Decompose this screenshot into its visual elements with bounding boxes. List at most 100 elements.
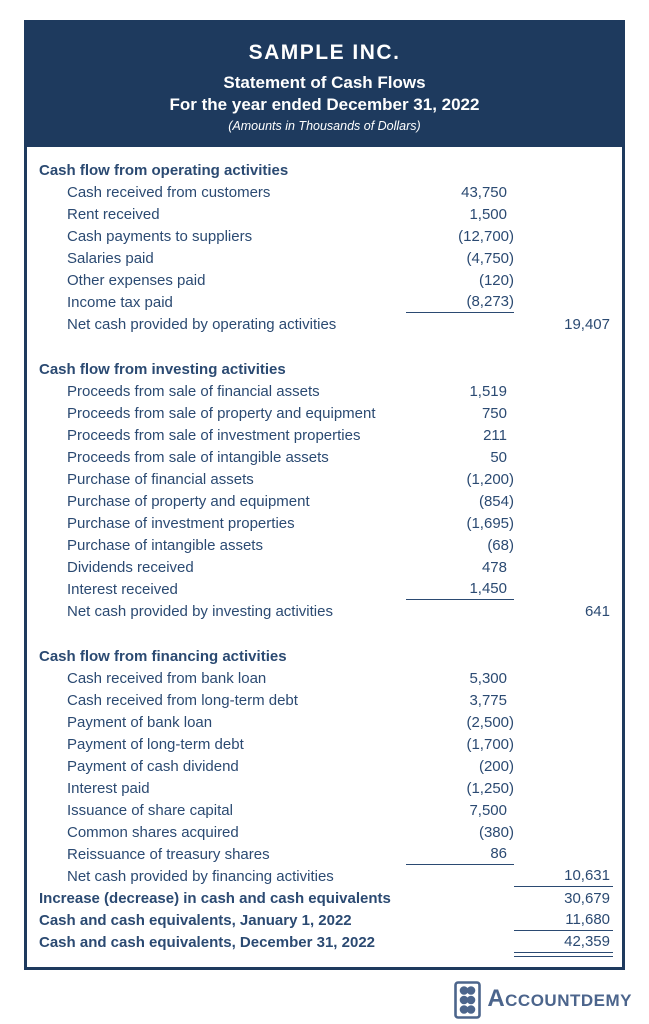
amount-col1 xyxy=(406,909,514,931)
row-label: Cash received from customers xyxy=(67,183,271,201)
amount-col2 xyxy=(514,733,613,755)
amount-col2 xyxy=(514,556,613,578)
amount-col1: 50 xyxy=(490,448,507,466)
row-label: Net cash provided by investing activitie… xyxy=(67,602,333,620)
statement-row: Cash received from bank loan 5,300 xyxy=(36,667,613,689)
statement-row: Common shares acquired (380) xyxy=(36,821,613,843)
amount-col1: (200) xyxy=(478,757,514,775)
amount-col2 xyxy=(514,667,613,689)
statement-row: Net cash provided by financing activitie… xyxy=(36,865,613,887)
statement-row: Payment of bank loan (2,500) xyxy=(36,711,613,733)
amount-col2 xyxy=(514,755,613,777)
summary-row: Cash and cash equivalents, January 1, 20… xyxy=(36,909,613,931)
statement-row: Cash received from customers 43,750 xyxy=(36,181,613,203)
amount-col2 xyxy=(514,203,613,225)
amount-col1: (1,250) xyxy=(466,779,514,797)
statement-row: Purchase of financial assets (1,200) xyxy=(36,468,613,490)
amount-col1: (68) xyxy=(487,536,514,554)
section-header-row: Cash flow from financing activities xyxy=(36,645,613,667)
section-title: Cash flow from investing activities xyxy=(39,360,286,378)
amount-col1: 43,750 xyxy=(461,183,507,201)
amount-col1: (1,695) xyxy=(466,514,514,532)
amount-col2 xyxy=(514,446,613,468)
amount-col2: 19,407 xyxy=(564,315,610,333)
amount-col1: (854) xyxy=(478,492,514,510)
amount-col2 xyxy=(514,512,613,534)
statement-row: Payment of long-term debt (1,700) xyxy=(36,733,613,755)
amount-col2 xyxy=(514,225,613,247)
amount-col2: 11,680 xyxy=(514,909,613,931)
statement-row: Other expenses paid (120) xyxy=(36,269,613,291)
amount-col2 xyxy=(514,247,613,269)
accountdemy-logo: ACCOUNTDEMY xyxy=(454,981,632,1019)
statement-title: Statement of Cash Flows xyxy=(223,73,426,92)
row-label: Proceeds from sale of property and equip… xyxy=(67,404,376,422)
row-label: Income tax paid xyxy=(67,293,173,311)
row-label: Cash received from bank loan xyxy=(67,669,267,687)
amount-col2 xyxy=(514,689,613,711)
amount-col1: 1,450 xyxy=(406,578,514,600)
amount-col1: 1,500 xyxy=(469,205,507,223)
amount-col1: 86 xyxy=(406,843,514,865)
abacus-icon xyxy=(454,981,482,1019)
amount-col2: 30,679 xyxy=(564,889,610,907)
amount-col2 xyxy=(514,424,613,446)
statement-row: Proceeds from sale of property and equip… xyxy=(36,402,613,424)
statement-row: Rent received 1,500 xyxy=(36,203,613,225)
statement-note: (Amounts in Thousands of Dollars) xyxy=(228,119,421,133)
amount-col1: (4,750) xyxy=(466,249,514,267)
amount-col1: (2,500) xyxy=(466,713,514,731)
amount-col2 xyxy=(514,578,613,600)
statement-row: Income tax paid (8,273) xyxy=(36,291,613,313)
section-header-row: Cash flow from operating activities xyxy=(36,159,613,181)
amount-col1: 478 xyxy=(481,558,507,576)
amount-col1 xyxy=(406,600,514,622)
statement-row: Interest received 1,450 xyxy=(36,578,613,600)
amount-col1 xyxy=(406,865,514,887)
row-label: Dividends received xyxy=(67,558,194,576)
amount-col2: 641 xyxy=(584,602,610,620)
row-label: Purchase of property and equipment xyxy=(67,492,310,510)
statement-row: Cash received from long-term debt 3,775 xyxy=(36,689,613,711)
statement-row: Purchase of intangible assets (68) xyxy=(36,534,613,556)
summary-row: Cash and cash equivalents, December 31, … xyxy=(36,931,613,957)
section-title: Cash flow from financing activities xyxy=(39,647,287,665)
amount-col2 xyxy=(514,269,613,291)
statement-body: Cash flow from operating activities Cash … xyxy=(27,147,622,967)
amount-col1: (120) xyxy=(478,271,514,289)
amount-col1 xyxy=(406,887,514,909)
statement-row: Dividends received 478 xyxy=(36,556,613,578)
row-label: Proceeds from sale of investment propert… xyxy=(67,426,361,444)
amount-col2 xyxy=(514,291,613,313)
amount-col1: (12,700) xyxy=(458,227,514,245)
statement-section: Cash flow from operating activities Cash … xyxy=(36,159,613,335)
amount-col1: 7,500 xyxy=(469,801,507,819)
statement-row: Net cash provided by investing activitie… xyxy=(36,600,613,622)
amount-col2 xyxy=(514,181,613,203)
amount-col1: (1,200) xyxy=(466,470,514,488)
row-label: Purchase of investment properties xyxy=(67,514,295,532)
company-name: SAMPLE INC. xyxy=(248,41,401,64)
amount-col2 xyxy=(514,380,613,402)
row-label: Reissuance of treasury shares xyxy=(67,845,270,863)
amount-col1: (380) xyxy=(478,823,514,841)
section-title: Cash flow from operating activities xyxy=(39,161,289,179)
statement-section: Cash flow from investing activities Proce… xyxy=(36,358,613,622)
row-label: Interest received xyxy=(67,580,178,598)
row-label: Issuance of share capital xyxy=(67,801,233,819)
row-label: Cash and cash equivalents, December 31, … xyxy=(39,933,375,951)
statement-row: Proceeds from sale of investment propert… xyxy=(36,424,613,446)
cash-flow-statement: SAMPLE INC. Statement of Cash Flows For … xyxy=(24,20,625,970)
amount-col2 xyxy=(514,534,613,556)
amount-col2 xyxy=(514,821,613,843)
statement-row: Purchase of investment properties (1,695) xyxy=(36,512,613,534)
amount-col1: 3,775 xyxy=(469,691,507,709)
summary-row: Increase (decrease) in cash and cash equ… xyxy=(36,887,613,909)
amount-col1: (1,700) xyxy=(466,735,514,753)
summary-block: Increase (decrease) in cash and cash equ… xyxy=(36,887,613,957)
statement-row: Interest paid (1,250) xyxy=(36,777,613,799)
amount-col1 xyxy=(406,931,514,953)
row-label: Salaries paid xyxy=(67,249,154,267)
logo-text: ACCOUNTDEMY xyxy=(487,985,632,1012)
